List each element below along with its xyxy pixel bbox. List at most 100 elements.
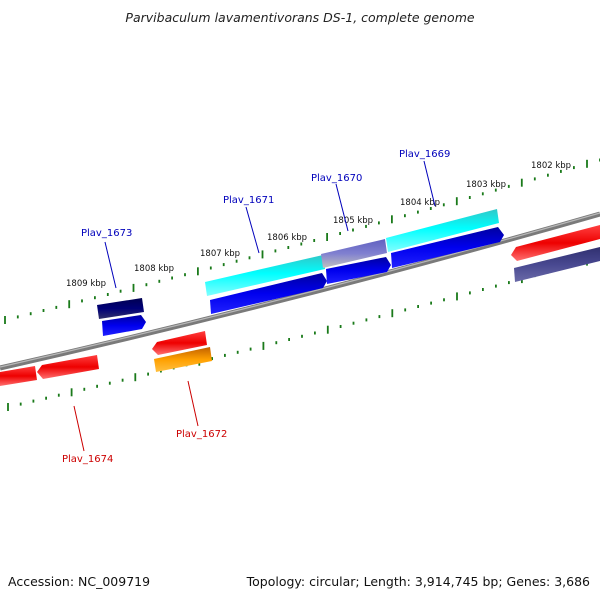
kbp-label-1804: 1804 kbp	[400, 198, 440, 208]
outer-tick-mark	[429, 207, 432, 210]
gene-box-navy	[97, 298, 144, 319]
inner-tick-mark	[404, 308, 407, 312]
inner-tick-mark	[288, 338, 290, 341]
outer-tick-mark	[4, 316, 6, 324]
inner-tick-mark	[57, 393, 60, 397]
outer-tick-mark	[547, 173, 549, 177]
inner-tick-mark	[32, 399, 35, 403]
gene-arrow-blue	[391, 227, 504, 268]
topology-text: Topology: circular; Length: 3,914,745 bp…	[246, 574, 590, 589]
gene-arrow-blue	[326, 257, 391, 284]
outer-tick-mark	[274, 249, 277, 253]
inner-tick-mark	[508, 281, 510, 285]
inner-tick-mark	[301, 334, 303, 338]
outer-tick-mark	[209, 266, 212, 270]
outer-tick-mark	[481, 192, 484, 196]
outer-tick-mark	[404, 214, 406, 218]
outer-tick-mark	[55, 305, 58, 309]
outer-tick-mark	[417, 210, 419, 214]
gene-label-plav-1669: Plav_1669	[399, 149, 450, 160]
gene-label-plav-1670: Plav_1670	[311, 173, 362, 184]
outer-tick-mark	[119, 289, 122, 293]
gene-box-cyan	[205, 255, 325, 296]
outer-tick-mark	[94, 296, 96, 300]
outer-tick-mark	[560, 169, 562, 173]
outer-tick-mark	[352, 228, 354, 232]
genome-backbone	[0, 211, 600, 371]
gene-label-plav-1674: Plav_1674	[62, 454, 113, 465]
gene-arrow-red	[511, 225, 600, 261]
kbp-label-1809: 1809 kbp	[66, 279, 106, 289]
gene-arrow-red	[152, 331, 207, 355]
inner-tick-mark	[378, 315, 381, 319]
inner-tick-mark	[456, 292, 458, 301]
inner-tick-mark	[108, 381, 111, 385]
inner-tick-mark	[83, 387, 86, 391]
outer-tick-mark	[573, 166, 575, 170]
outer-tick-mark	[29, 312, 32, 316]
outer-tick-mark	[42, 309, 45, 312]
inner-tick-mark	[443, 298, 445, 302]
outer-tick-mark	[261, 250, 264, 259]
outer-tick-mark	[326, 233, 328, 241]
inner-tick-mark	[417, 305, 419, 308]
inner-tick-mark	[7, 403, 9, 411]
outer-tick-mark	[197, 267, 199, 276]
inner-tick-mark	[339, 325, 342, 328]
inner-tick-mark	[211, 357, 213, 361]
inner-tick-mark	[224, 353, 226, 357]
outer-tick-mark	[235, 259, 238, 263]
inner-tick-mark	[430, 301, 432, 305]
outer-tick-mark	[248, 256, 251, 260]
outer-tick-mark	[171, 276, 173, 280]
inner-tick-mark	[134, 373, 137, 382]
inner-tick-mark	[147, 372, 149, 376]
outer-tick-mark	[184, 273, 186, 277]
gene-arrow-blue	[210, 273, 327, 314]
kbp-label-1803: 1803 kbp	[466, 180, 506, 190]
kbp-label-1807: 1807 kbp	[200, 249, 240, 259]
inner-tick-mark	[482, 288, 484, 291]
outer-tick-track	[4, 158, 600, 324]
inner-tick-mark	[249, 347, 252, 351]
gene-label-plav-1671: Plav_1671	[223, 195, 274, 206]
inner-tick-mark	[45, 396, 47, 400]
outer-tick-mark	[586, 159, 588, 168]
gene-box-purple	[321, 239, 387, 268]
inner-tick-mark	[495, 284, 497, 288]
inner-tick-mark	[352, 321, 355, 325]
inner-tick-mark	[19, 402, 22, 406]
outer-tick-mark	[222, 263, 225, 267]
inner-tick-mark	[326, 325, 329, 334]
gene-box-orange	[154, 347, 212, 372]
inner-tick-mark	[96, 384, 98, 388]
map-title: Parvibaculum lavamentivorans DS-1, compl…	[125, 10, 474, 25]
outer-tick-mark	[442, 203, 445, 207]
gene-label-plav-1673: Plav_1673	[81, 228, 132, 239]
outer-tick-mark	[287, 246, 290, 249]
inner-tick-mark	[262, 341, 265, 350]
inner-tick-mark	[70, 388, 73, 397]
accession-text: Accession: NC_009719	[8, 574, 150, 589]
inner-tick-mark	[391, 309, 394, 318]
outer-tick-mark	[158, 279, 161, 283]
outer-tick-mark	[81, 299, 83, 303]
outer-tick-mark	[494, 188, 497, 192]
outer-tick-mark	[313, 239, 316, 242]
outer-tick-mark	[339, 232, 341, 235]
gene-arrow-red	[0, 366, 37, 386]
outer-tick-mark	[455, 197, 458, 206]
inner-tick-mark	[365, 318, 368, 322]
outer-tick-mark	[16, 315, 19, 319]
inner-tick-mark	[121, 378, 124, 382]
gene-arrow-blue	[102, 315, 146, 336]
outer-tick-mark	[391, 215, 393, 224]
outer-tick-mark	[300, 242, 303, 246]
gene-box-cyan	[386, 209, 499, 252]
kbp-label-1806: 1806 kbp	[267, 233, 307, 243]
inner-tick-mark	[314, 331, 316, 335]
inner-tick-mark	[469, 291, 471, 295]
outer-tick-mark	[365, 224, 367, 228]
kbp-label-1802: 1802 kbp	[531, 161, 571, 171]
